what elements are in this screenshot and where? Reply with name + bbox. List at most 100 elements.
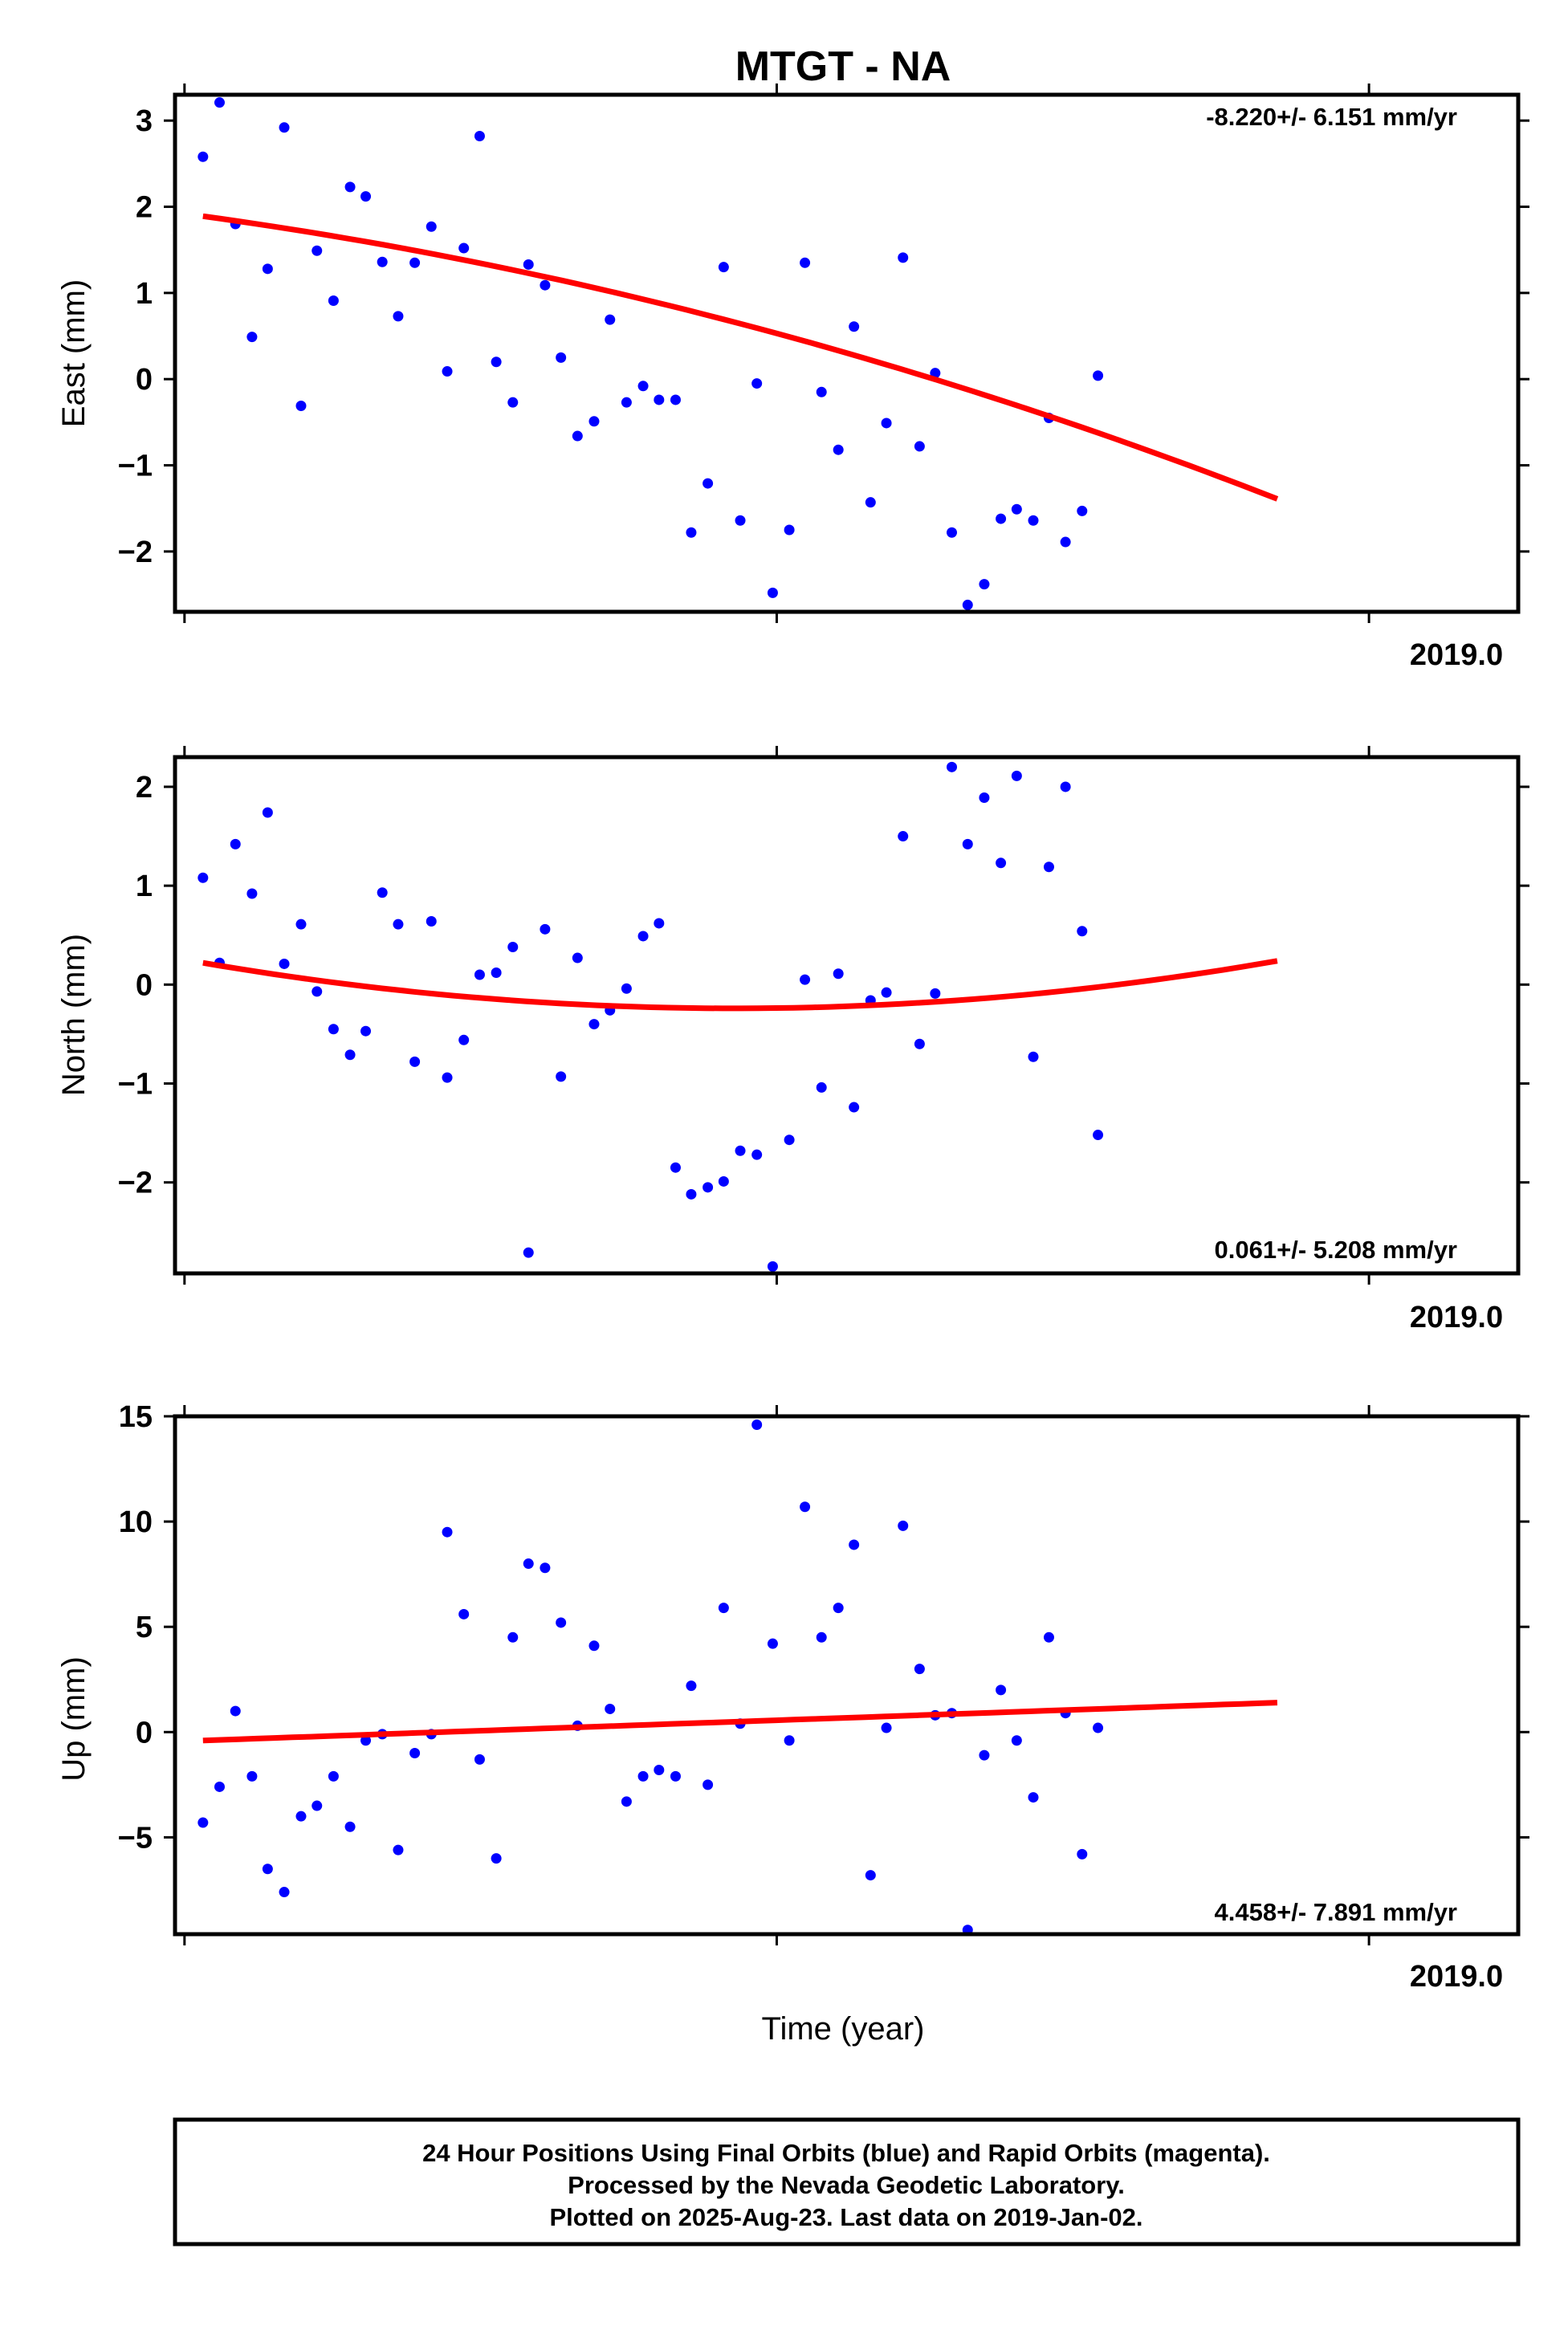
- east-data-point: [295, 400, 307, 411]
- north-data-point: [686, 1188, 697, 1200]
- up-data-point: [767, 1638, 778, 1649]
- north-data-point: [1028, 1051, 1039, 1062]
- north-data-point: [556, 1071, 567, 1082]
- up-x-tick-label: 2019.0: [1410, 1960, 1503, 1994]
- up-data-point: [1093, 1722, 1104, 1733]
- up-data-point: [540, 1562, 551, 1574]
- north-x-tick-label: 2019.0: [1410, 1301, 1503, 1334]
- north-data-point: [833, 968, 844, 980]
- north-data-point: [1043, 862, 1054, 873]
- north-data-point: [344, 1049, 356, 1061]
- east-data-point: [751, 378, 763, 389]
- up-data-point: [230, 1705, 241, 1717]
- north-rate-label: 0.061+/- 5.208 mm/yr: [1215, 1236, 1457, 1264]
- north-y-tick-label: 1: [136, 870, 153, 903]
- east-panel: East (mm) -8.220+/- 6.151 mm/yr 2019.0 −…: [56, 84, 1529, 672]
- north-data-point: [360, 1025, 372, 1037]
- north-data-point: [654, 918, 665, 929]
- up-data-point: [507, 1631, 519, 1643]
- up-y-tick-label: 0: [136, 1716, 153, 1750]
- east-data-point: [1028, 515, 1039, 526]
- north-data-point: [898, 831, 909, 842]
- chart-title: MTGT - NA: [735, 43, 951, 90]
- east-data-point: [833, 444, 844, 455]
- up-data-point: [393, 1844, 404, 1855]
- up-data-point: [865, 1870, 876, 1881]
- east-y-tick-label: 2: [136, 191, 153, 225]
- up-data-point: [979, 1750, 990, 1761]
- east-data-point: [458, 242, 470, 254]
- up-data-point: [800, 1501, 811, 1513]
- north-data-point: [230, 838, 241, 849]
- north-data-point: [881, 987, 892, 998]
- north-data-point: [816, 1081, 827, 1093]
- footer-box: 24 Hour Positions Using Final Orbits (bl…: [173, 2117, 1521, 2246]
- up-data-point: [246, 1770, 258, 1782]
- east-data-point: [962, 599, 973, 610]
- up-data-point: [718, 1603, 729, 1614]
- east-data-point: [881, 418, 892, 429]
- east-y-tick-label: 0: [136, 363, 153, 397]
- up-data-point: [784, 1735, 795, 1746]
- north-data-point: [930, 988, 941, 999]
- up-data-point: [458, 1608, 470, 1619]
- east-y-tick-label: −1: [118, 450, 153, 483]
- north-data-point: [198, 872, 209, 883]
- north-data-point: [295, 919, 307, 930]
- north-frame: [173, 755, 1521, 1276]
- up-data-point: [523, 1558, 534, 1570]
- east-y-tick-label: 3: [136, 104, 153, 138]
- north-data-point: [409, 1056, 421, 1067]
- north-data-point: [1011, 770, 1022, 781]
- north-data-point: [962, 838, 973, 849]
- north-data-point: [979, 792, 990, 804]
- east-data-point: [426, 221, 437, 232]
- north-data-point: [572, 952, 583, 963]
- north-data-point: [474, 969, 485, 980]
- north-ylabel: North (mm): [56, 934, 92, 1096]
- east-data-point: [735, 515, 746, 526]
- up-data-point: [1043, 1631, 1054, 1643]
- east-ylabel: East (mm): [56, 279, 92, 427]
- up-data-point: [621, 1796, 632, 1807]
- east-data-point: [214, 97, 225, 108]
- north-panel: North (mm) 0.061+/- 5.208 mm/yr 2019.0 −…: [56, 746, 1529, 1334]
- east-data-point: [1060, 536, 1071, 548]
- north-data-point: [279, 958, 290, 969]
- east-data-point: [246, 332, 258, 343]
- north-y-tick-label: 0: [136, 968, 153, 1002]
- up-data-point: [344, 1821, 356, 1832]
- up-rate-label: 4.458+/- 7.891 mm/yr: [1215, 1898, 1457, 1926]
- footer-line-1: 24 Hour Positions Using Final Orbits (bl…: [422, 2139, 1270, 2167]
- up-data-point: [198, 1817, 209, 1828]
- east-x-tick-label: 2019.0: [1410, 638, 1503, 672]
- north-data-point: [491, 967, 502, 979]
- east-data-point: [637, 381, 649, 392]
- north-data-point: [1077, 926, 1088, 937]
- footer-line-2: Processed by the Nevada Geodetic Laborat…: [568, 2171, 1125, 2199]
- north-y-tick-label: −1: [118, 1067, 153, 1101]
- up-data-point: [686, 1680, 697, 1692]
- up-ylabel: Up (mm): [56, 1656, 92, 1782]
- east-data-point: [784, 524, 795, 536]
- east-rate-label: -8.220+/- 6.151 mm/yr: [1206, 103, 1457, 131]
- north-data-point: [996, 857, 1007, 869]
- north-data-point: [1060, 781, 1071, 792]
- up-data-point: [605, 1703, 616, 1714]
- up-data-point: [898, 1520, 909, 1531]
- east-data-point: [816, 386, 827, 397]
- up-data-point: [816, 1631, 827, 1643]
- east-data-point: [262, 263, 273, 275]
- east-data-point: [198, 151, 209, 162]
- up-data-point: [654, 1764, 665, 1775]
- north-data-point: [589, 1019, 600, 1030]
- east-data-point: [670, 394, 681, 405]
- up-data-point: [279, 1887, 290, 1898]
- up-data-point: [881, 1722, 892, 1733]
- up-data-point: [409, 1748, 421, 1759]
- east-data-point: [718, 262, 729, 273]
- up-data-point: [295, 1811, 307, 1822]
- north-data-point: [784, 1134, 795, 1146]
- up-data-point: [491, 1853, 502, 1864]
- up-data-point: [1077, 1848, 1088, 1860]
